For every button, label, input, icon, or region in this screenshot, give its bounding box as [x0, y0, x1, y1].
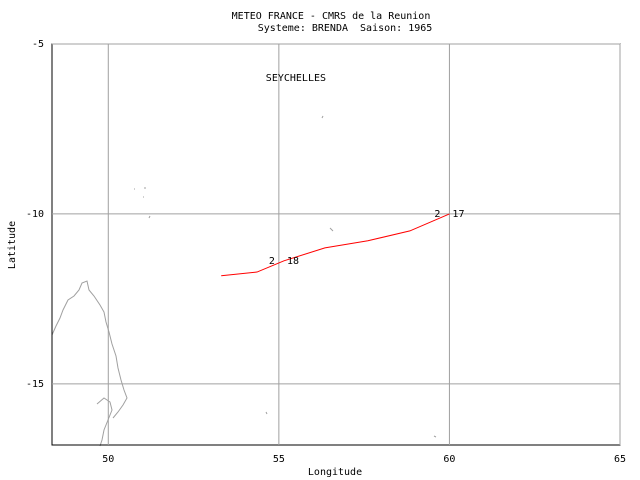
y-tick-label: -10 — [26, 209, 44, 220]
y-axis-label: Latitude — [7, 221, 18, 269]
coastline — [51, 115, 437, 447]
x-tick-label: 60 — [443, 454, 455, 465]
track-line — [221, 213, 450, 277]
annotation: 2 17 — [434, 209, 464, 220]
chart-title: METEO FRANCE - CMRS de la Reunion — [232, 11, 431, 22]
chart-subtitle: Systeme: BRENDA Saison: 1965 — [258, 23, 433, 34]
annotation: SEYCHELLES — [266, 73, 326, 84]
x-tick-label: 55 — [273, 454, 285, 465]
y-tick-label: -5 — [32, 39, 44, 50]
x-tick-label: 65 — [614, 454, 626, 465]
y-tick-label: -15 — [26, 379, 44, 390]
x-tick-label: 50 — [102, 454, 114, 465]
x-axis-label: Longitude — [308, 467, 362, 478]
annotation: 2 18 — [269, 256, 299, 267]
